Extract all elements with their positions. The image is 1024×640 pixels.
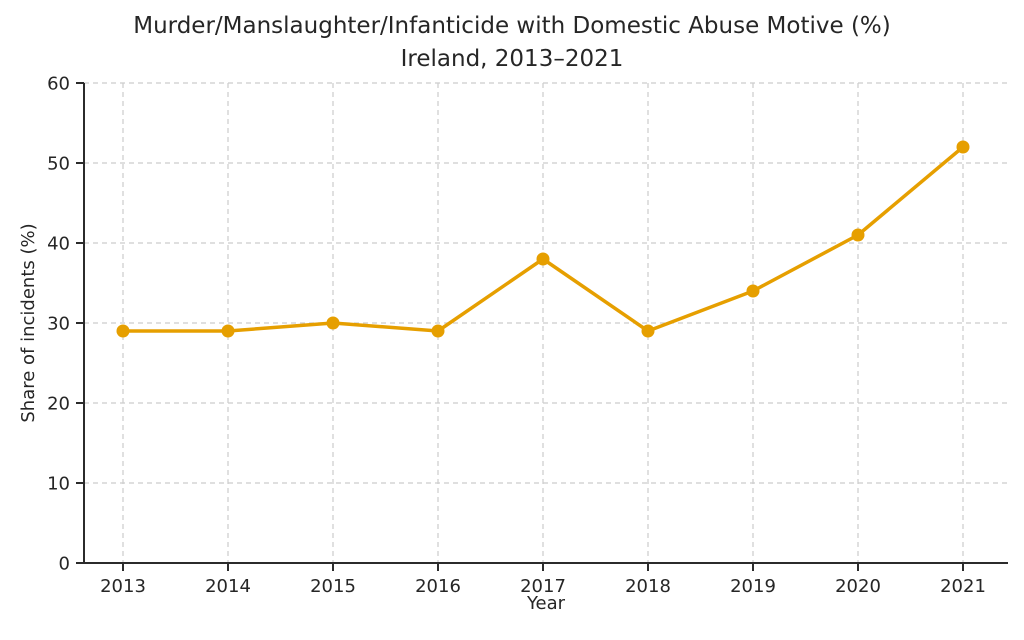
x-tick-label: 2013 — [100, 576, 146, 597]
data-point — [431, 324, 445, 338]
x-tick-label: 2018 — [625, 576, 671, 597]
data-point — [956, 140, 970, 154]
y-tick-label: 20 — [47, 394, 70, 415]
data-point — [221, 324, 235, 338]
x-tick-label: 2016 — [415, 576, 461, 597]
x-tick-label: 2019 — [730, 576, 776, 597]
x-axis-label: Year — [526, 593, 566, 614]
y-tick-label: 60 — [47, 74, 70, 95]
x-tick-label: 2015 — [310, 576, 356, 597]
chart-title: Murder/Manslaughter/Infanticide with Dom… — [133, 13, 891, 39]
x-tick-label: 2020 — [835, 576, 881, 597]
x-tick-label: 2017 — [520, 576, 566, 597]
y-tick-label: 0 — [59, 554, 70, 575]
y-tick-label: 50 — [47, 154, 70, 175]
y-axis-label-text: Share of incidents (%) — [18, 223, 39, 423]
data-point — [641, 324, 655, 338]
y-tick-label: 10 — [47, 474, 70, 495]
data-point — [746, 284, 760, 298]
chart-subtitle: Ireland, 2013–2021 — [400, 46, 624, 72]
y-tick-label: 30 — [47, 314, 70, 335]
y-tick-label: 40 — [47, 234, 70, 255]
data-point — [116, 324, 130, 338]
data-point — [536, 252, 550, 266]
x-tick-label: 2021 — [940, 576, 986, 597]
data-point — [326, 316, 340, 330]
x-tick-label: 2014 — [205, 576, 251, 597]
data-point — [851, 228, 865, 242]
